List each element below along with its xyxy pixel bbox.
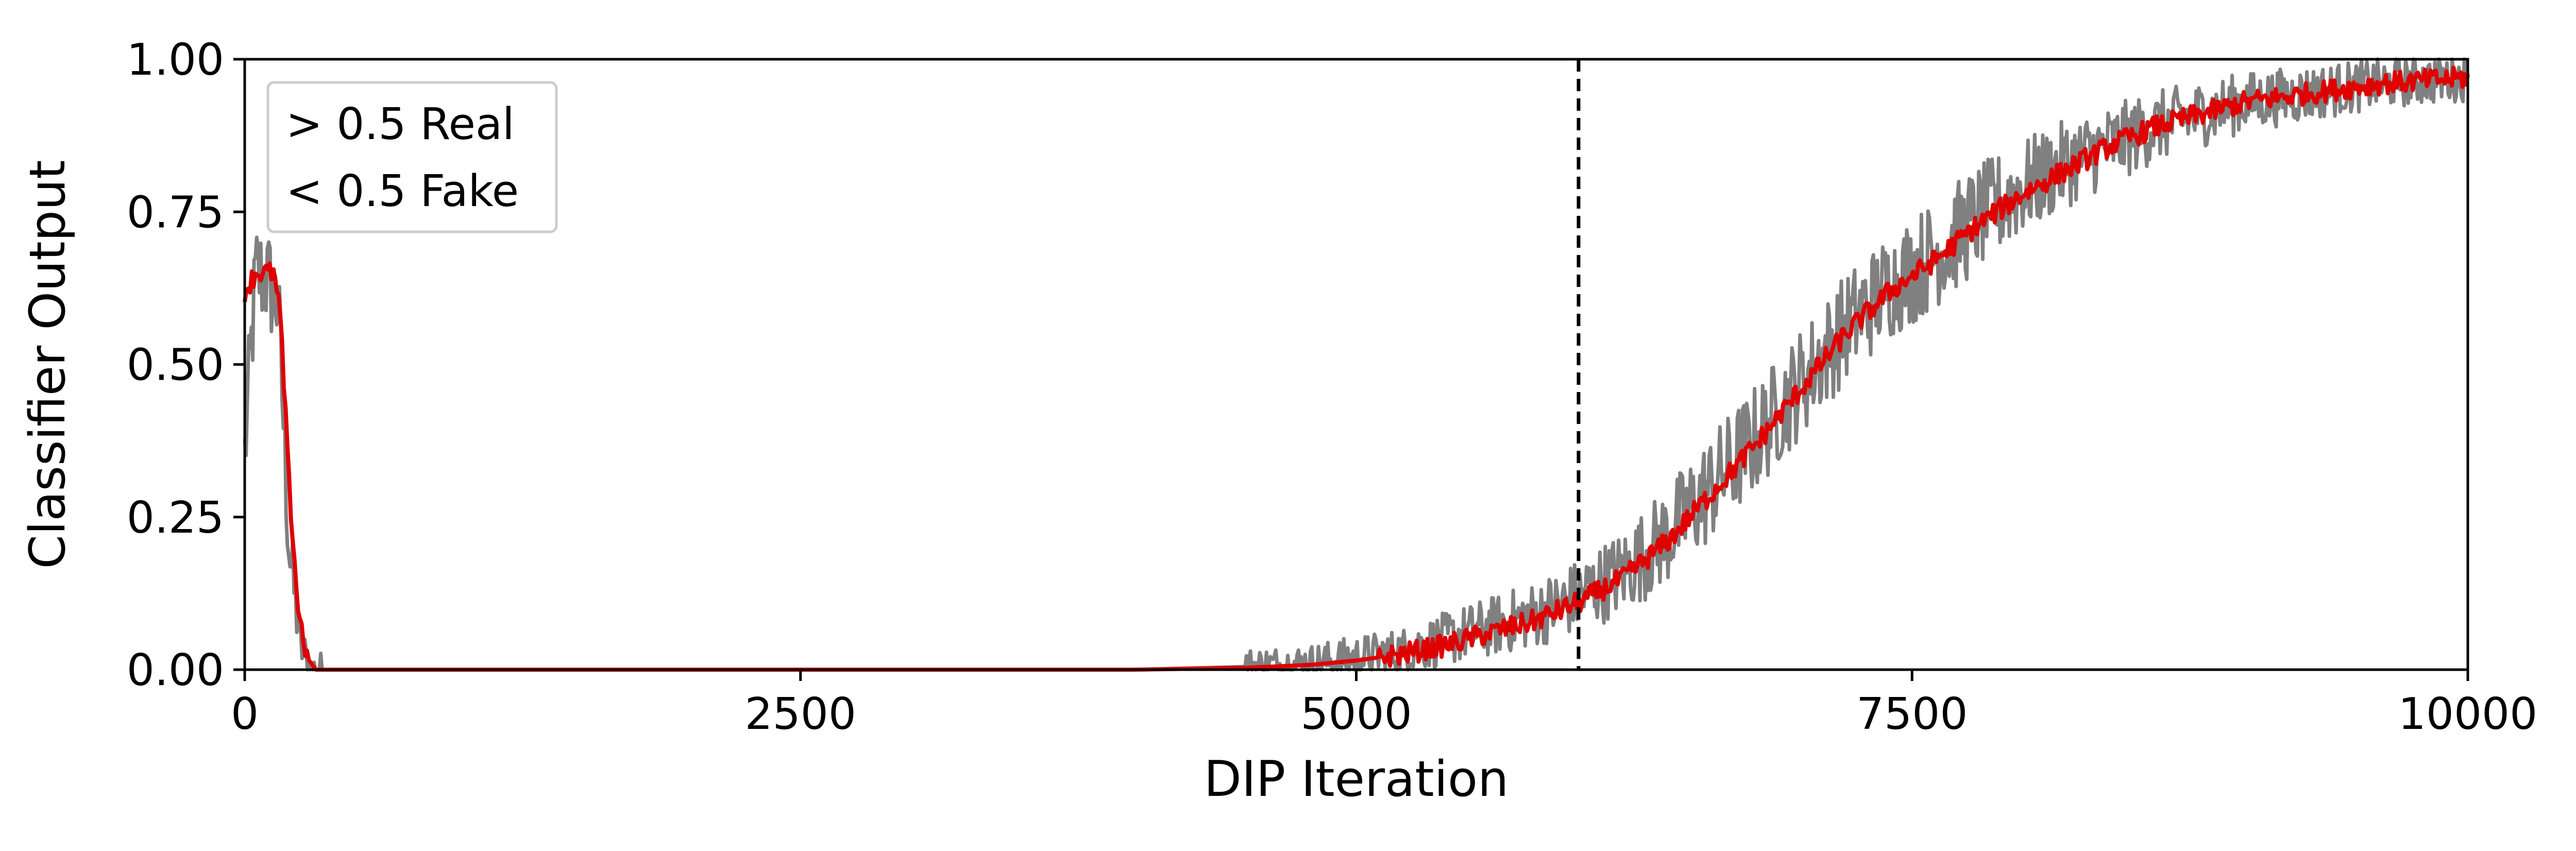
- ticks-layer: 0 2500 5000 7500 10000 0.00 0.25 0.50 0.75 1.00: [127, 35, 2537, 740]
- legend-entry-fake: < 0.5 Fake: [286, 166, 519, 217]
- x-tick-label: 2500: [745, 689, 856, 740]
- x-tick-label: 5000: [1300, 689, 1412, 740]
- x-tick-label: 10000: [2398, 689, 2537, 740]
- y-tick-label: 1.00: [127, 35, 224, 86]
- legend-entry-real: > 0.5 Real: [286, 99, 515, 150]
- y-tick-label: 0.00: [127, 645, 224, 696]
- y-tick-label: 0.25: [127, 492, 224, 543]
- y-tick-label: 0.50: [127, 340, 224, 391]
- legend-box: [266, 81, 558, 233]
- x-axis-label: DIP Iteration: [1204, 751, 1509, 808]
- y-tick-label: 0.75: [127, 187, 224, 238]
- y-axis-label: Classifier Output: [20, 160, 76, 569]
- x-tick-label: 7500: [1856, 689, 1968, 740]
- x-tick-label: 0: [231, 689, 259, 740]
- legend: > 0.5 Real < 0.5 Fake: [266, 81, 558, 233]
